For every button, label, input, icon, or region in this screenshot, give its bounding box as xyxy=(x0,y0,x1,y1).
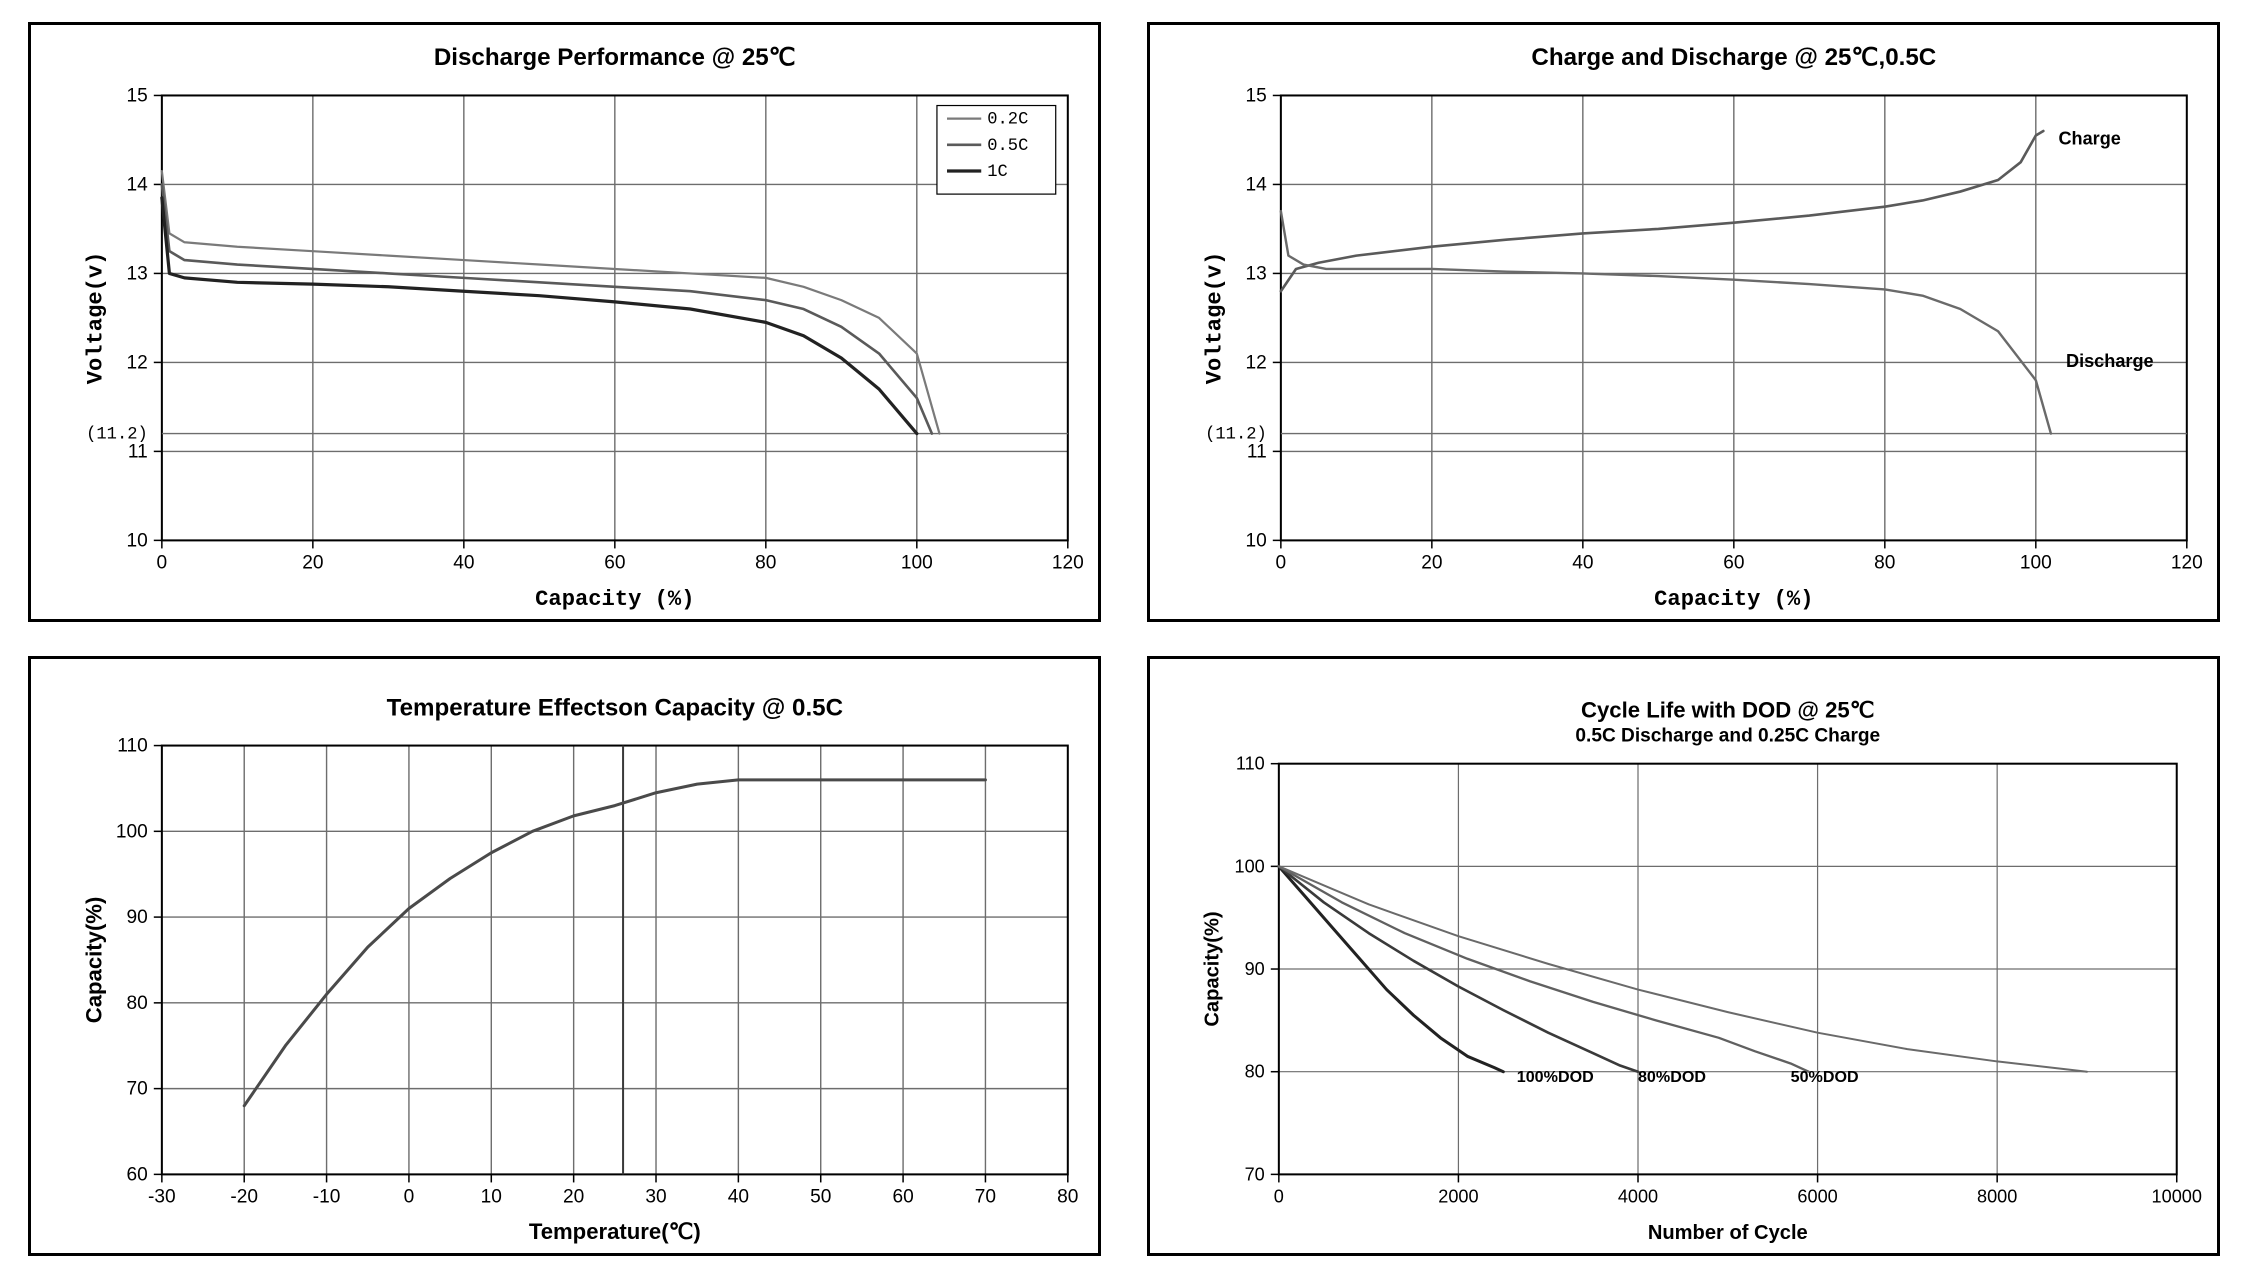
x-tick-label: 40 xyxy=(453,553,474,574)
x-tick-label: 20 xyxy=(563,1186,584,1207)
panel-cycle-life: Cycle Life with DOD @ 25℃ 0.5C Discharge … xyxy=(1147,656,2220,1256)
y-extra-label: (11.2) xyxy=(86,426,148,445)
chart-title: Discharge Performance @ 25℃ xyxy=(434,44,796,71)
x-tick-label: 40 xyxy=(1572,553,1593,574)
panel-discharge-performance: Discharge Performance @ 25℃ 0 20 40 60 80 100 1… xyxy=(28,22,1101,622)
x-tick-label: -30 xyxy=(148,1186,176,1207)
y-tick-label: 10 xyxy=(127,530,148,551)
x-tick-label: 80 xyxy=(1874,553,1895,574)
chart-title: Charge and Discharge @ 25℃,0.5C xyxy=(1531,44,1936,71)
x-tick-label: 70 xyxy=(975,1186,996,1207)
x-tick-label: 60 xyxy=(892,1186,913,1207)
x-tick-label: 80 xyxy=(1057,1186,1078,1207)
legend-item: 0.5C xyxy=(987,137,1028,156)
y-tick-label: 70 xyxy=(1245,1164,1265,1184)
series-1C xyxy=(162,198,917,434)
y-tick-label: 90 xyxy=(127,907,148,928)
y-tick-label: 12 xyxy=(1246,352,1267,373)
x-tick-label: 40 xyxy=(728,1186,749,1207)
chart-charge-discharge: Charge and Discharge @ 25℃,0.5C 0 20 40 60 80… xyxy=(1150,25,2217,619)
chart-title: Cycle Life with DOD @ 25℃ xyxy=(1581,697,1875,722)
y-tick-label: 13 xyxy=(127,263,148,284)
y-tick-label: 110 xyxy=(117,735,147,756)
x-tick-label: 20 xyxy=(1421,553,1442,574)
x-tick-label: 6000 xyxy=(1797,1186,1837,1206)
chart-temperature: Temperature Effectson Capacity @ 0.5C -30… xyxy=(31,659,1098,1253)
y-tick-label: 15 xyxy=(127,86,148,107)
x-axis-label: Capacity (%) xyxy=(535,587,694,612)
annotation: Discharge xyxy=(2066,351,2154,371)
chart-title: Temperature Effectson Capacity @ 0.5C xyxy=(387,694,843,721)
x-tick-label: 4000 xyxy=(1618,1186,1658,1206)
y-axis-label: Voltage(v) xyxy=(1202,252,1227,385)
series-0.5C xyxy=(162,184,932,433)
x-tick-label: 30 xyxy=(645,1186,666,1207)
annotation: 50%DOD xyxy=(1791,1068,1859,1086)
legend-item: 0.2C xyxy=(987,111,1028,130)
x-tick-label: 0 xyxy=(157,553,168,574)
y-tick-label: 100 xyxy=(116,821,148,842)
x-tick-label: 20 xyxy=(302,553,323,574)
x-tick-label: 8000 xyxy=(1977,1186,2017,1206)
x-tick-label: 50 xyxy=(810,1186,831,1207)
x-tick-label: 10 xyxy=(481,1186,502,1207)
series-cap xyxy=(244,780,985,1106)
chart-cycle-life: Cycle Life with DOD @ 25℃ 0.5C Discharge … xyxy=(1150,659,2217,1253)
x-tick-label: 0 xyxy=(404,1186,415,1207)
x-tick-label: 60 xyxy=(1723,553,1744,574)
y-axis-label: Voltage(v) xyxy=(83,252,108,385)
panel-charge-discharge: Charge and Discharge @ 25℃,0.5C 0 20 40 60 80… xyxy=(1147,22,2220,622)
y-tick-label: 80 xyxy=(127,993,148,1014)
x-tick-label: 80 xyxy=(755,553,776,574)
chart-subtitle: 0.5C Discharge and 0.25C Charge xyxy=(1575,725,1880,746)
x-tick-label: 60 xyxy=(604,553,625,574)
series-Charge xyxy=(1281,131,2044,291)
chart-discharge-perf: Discharge Performance @ 25℃ 0 20 40 60 80 100 1… xyxy=(31,25,1098,619)
y-axis-label: Capacity(%) xyxy=(81,897,106,1024)
legend-item: 1C xyxy=(987,163,1008,182)
annotation: 80%DOD xyxy=(1638,1068,1706,1086)
y-tick-label: 15 xyxy=(1246,86,1267,107)
x-tick-label: 100 xyxy=(2020,553,2052,574)
annotation: 100%DOD xyxy=(1517,1068,1594,1086)
x-tick-label: 0 xyxy=(1276,553,1287,574)
x-axis-label: Temperature(℃) xyxy=(529,1219,701,1244)
panel-temperature-effects: Temperature Effectson Capacity @ 0.5C -30… xyxy=(28,656,1101,1256)
y-tick-label: 14 xyxy=(1246,174,1268,195)
x-axis-label: Number of Cycle xyxy=(1648,1222,1808,1244)
y-tick-label: 13 xyxy=(1246,263,1267,284)
y-tick-label: 14 xyxy=(127,174,149,195)
y-tick-label: 90 xyxy=(1245,959,1265,979)
y-tick-label: 80 xyxy=(1245,1062,1265,1082)
y-tick-label: 60 xyxy=(127,1164,148,1185)
x-tick-label: -20 xyxy=(230,1186,258,1207)
y-axis-label: Capacity(%) xyxy=(1201,911,1223,1026)
y-extra-label: (11.2) xyxy=(1205,426,1267,445)
y-tick-label: 12 xyxy=(127,352,148,373)
series-Discharge xyxy=(1281,211,2051,433)
series-0.2C xyxy=(162,171,940,433)
x-tick-label: 100 xyxy=(901,553,933,574)
x-tick-label: 0 xyxy=(1274,1186,1284,1206)
x-tick-label: 120 xyxy=(1052,553,1084,574)
y-tick-label: 100 xyxy=(1235,856,1265,876)
x-tick-label: 120 xyxy=(2171,553,2203,574)
annotation: Charge xyxy=(2058,128,2120,148)
y-tick-label: 70 xyxy=(127,1079,148,1100)
x-tick-label: -10 xyxy=(313,1186,341,1207)
y-tick-label: 110 xyxy=(1236,754,1265,774)
x-tick-label: 10000 xyxy=(2152,1186,2202,1206)
x-axis-label: Capacity (%) xyxy=(1654,587,1813,612)
x-tick-label: 2000 xyxy=(1438,1186,1478,1206)
y-tick-label: 10 xyxy=(1246,530,1267,551)
